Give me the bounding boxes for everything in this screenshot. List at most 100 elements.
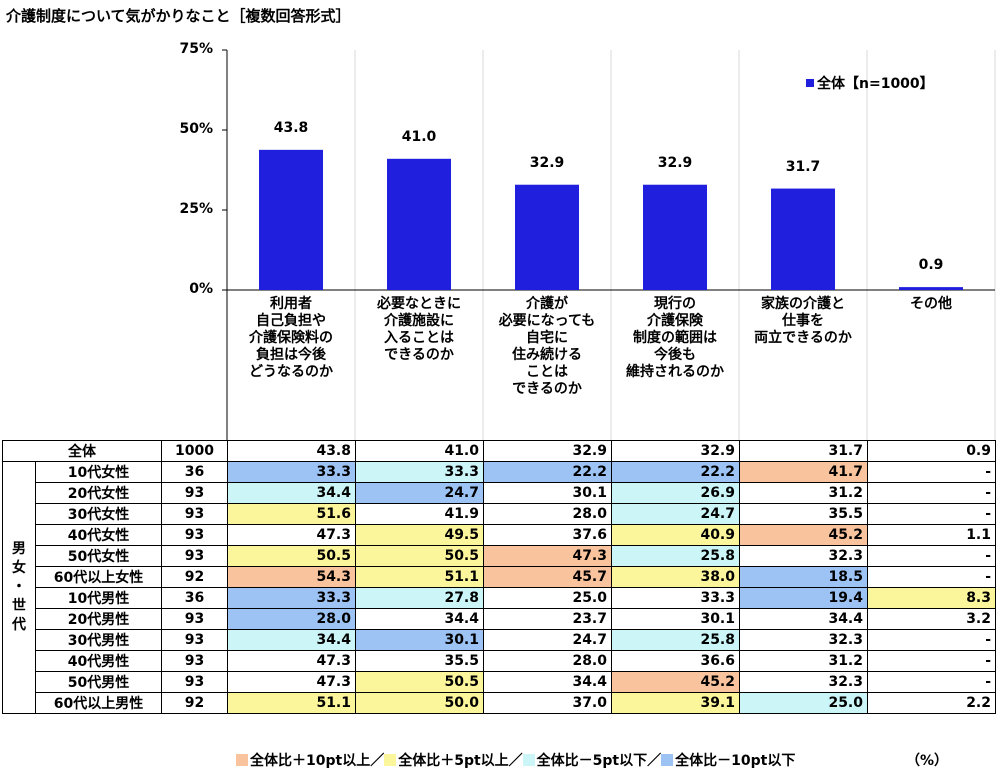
- table-cell: -: [867, 629, 996, 651]
- category-label: その他: [910, 296, 952, 312]
- bar: [771, 188, 835, 290]
- table-cell: 22.2: [611, 461, 740, 483]
- row-sample-size: 93: [161, 545, 228, 567]
- color-legend: 全体比＋10pt以上／ 全体比＋5pt以上／ 全体比－5pt以下／ 全体比－10pt以…: [236, 750, 948, 770]
- table-cell: 45.2: [611, 671, 740, 693]
- color-legend-swatch: [522, 754, 535, 766]
- breakdown-table: 全体 1000 43.8 41.0 32.9 32.9 31.7 0.9 男女・世代 10代女性 3…: [2, 440, 996, 714]
- table-cell: 25.8: [611, 629, 740, 651]
- table-cell: 47.3: [483, 545, 612, 567]
- table-cell: 45.7: [483, 566, 612, 588]
- table-row: 20代女性 93 34.4 24.7 30.1 26.9 31.2-: [3, 482, 996, 504]
- table-cell: 23.7: [483, 608, 612, 630]
- table-cell: 40.9: [611, 524, 740, 546]
- table-cell: 51.1: [355, 566, 484, 588]
- table-cell: 35.5: [355, 650, 484, 672]
- row-label: 10代男性: [35, 587, 162, 609]
- table-cell: 33.3: [355, 461, 484, 483]
- category-label: 現行の 介護保険 制度の範囲は 今後も 維持されるのか: [626, 296, 724, 380]
- bar: [515, 184, 579, 290]
- table-cell: 33.3: [227, 587, 356, 609]
- table-row: 60代以上男性 92 51.1 50.0 37.0 39.1 25.0 2.2: [3, 692, 996, 714]
- table-row: 40代女性 93 47.3 49.5 37.6 40.9 45.2 1.1: [3, 524, 996, 546]
- row-label: 60代以上男性: [35, 692, 162, 714]
- table-cell: 0.9: [867, 440, 996, 462]
- row-sample-size: 93: [161, 482, 228, 504]
- row-label: 全体: [2, 440, 162, 462]
- table-cell: 50.5: [227, 545, 356, 567]
- table-cell: 34.4: [739, 608, 868, 630]
- table-cell: 28.0: [483, 650, 612, 672]
- row-sample-size: 92: [161, 692, 228, 714]
- row-label: 50代男性: [35, 671, 162, 693]
- row-sample-size: 93: [161, 650, 228, 672]
- table-cell: 32.3: [739, 545, 868, 567]
- table-cell: 50.5: [355, 671, 484, 693]
- bar-value-label: 32.9: [529, 154, 565, 171]
- table-cell: 1.1: [867, 524, 996, 546]
- table-cell: 37.0: [483, 692, 612, 714]
- table-cell: 34.4: [483, 671, 612, 693]
- table-row: 20代男性 93 28.0 34.4 23.7 30.1 34.4 3.2: [3, 608, 996, 630]
- row-label: 50代女性: [35, 545, 162, 567]
- y-tick-label: 0%: [189, 281, 213, 297]
- row-sample-size: 36: [161, 461, 228, 483]
- category-label: 利用者 自己負担や 介護保険料の 負担は今後 どうなるのか: [249, 296, 333, 380]
- table-cell: 36.6: [611, 650, 740, 672]
- color-legend-swatch: [236, 754, 248, 766]
- table-cell: 33.3: [227, 461, 356, 483]
- table-cell: 35.5: [739, 503, 868, 525]
- table-cell: 25.0: [739, 692, 868, 714]
- table-cell: -: [867, 671, 996, 693]
- table-cell: 33.3: [611, 587, 740, 609]
- bar: [899, 287, 963, 290]
- row-label: 40代男性: [35, 650, 162, 672]
- table-cell: 51.1: [227, 692, 356, 714]
- category-label: 介護が 必要になっても 自宅に 住み続ける ことは できるのか: [498, 296, 596, 397]
- table-cell: 41.7: [739, 461, 868, 483]
- table-cell: 19.4: [739, 587, 868, 609]
- table-cell: -: [867, 566, 996, 588]
- table-cell: 50.0: [355, 692, 484, 714]
- table-cell: -: [867, 482, 996, 504]
- table-cell: 49.5: [355, 524, 484, 546]
- row-label: 30代女性: [35, 503, 162, 525]
- y-tick-label: 75%: [179, 41, 213, 57]
- color-legend-label: 全体比－10pt以下: [675, 753, 796, 769]
- chart-title: 介護制度について気がかりなこと［複数回答形式］: [6, 7, 351, 25]
- row-label: 30代男性: [35, 629, 162, 651]
- table-row: 30代男性 93 34.4 30.1 24.7 25.8 32.3-: [3, 629, 996, 651]
- table-cell: 39.1: [611, 692, 740, 714]
- row-sample-size: 36: [161, 587, 228, 609]
- row-sample-size: 93: [161, 503, 228, 525]
- table-cell: 37.6: [483, 524, 612, 546]
- table-cell: -: [867, 650, 996, 672]
- table-cell: 18.5: [739, 566, 868, 588]
- table-cell: 3.2: [867, 608, 996, 630]
- table-row: 30代女性 93 51.6 41.9 28.0 24.7 35.5-: [3, 503, 996, 525]
- bar-chart-plot: [222, 49, 996, 440]
- category-label: 家族の介護と 仕事を 両立できるのか: [754, 296, 852, 346]
- table-cell: 30.1: [483, 482, 612, 504]
- table-cell: 47.3: [227, 524, 356, 546]
- row-label: 20代女性: [35, 482, 162, 504]
- table-cell: 25.8: [611, 545, 740, 567]
- table-row: 50代男性 93 47.3 50.5 34.4 45.2 32.3-: [3, 671, 996, 693]
- row-label: 60代以上女性: [35, 566, 162, 588]
- color-legend-label: 全体比－5pt以下／: [536, 753, 662, 769]
- table-cell: 34.4: [227, 482, 356, 504]
- table-cell: 34.4: [355, 608, 484, 630]
- row-sample-size: 92: [161, 566, 228, 588]
- table-cell: 47.3: [227, 650, 356, 672]
- table-row: 60代以上女性 92 54.3 51.1 45.7 38.0 18.5-: [3, 566, 996, 588]
- color-legend-label: 全体比＋10pt以上／: [250, 753, 385, 769]
- row-label: 20代男性: [35, 608, 162, 630]
- row-sample-size: 93: [161, 629, 228, 651]
- chart-legend: 全体【n=1000】: [806, 73, 934, 93]
- table-cell: 50.5: [355, 545, 484, 567]
- table-cell: 32.3: [739, 629, 868, 651]
- row-label: 10代女性: [35, 461, 162, 483]
- row-sample-size: 93: [161, 608, 228, 630]
- table-cell: -: [867, 503, 996, 525]
